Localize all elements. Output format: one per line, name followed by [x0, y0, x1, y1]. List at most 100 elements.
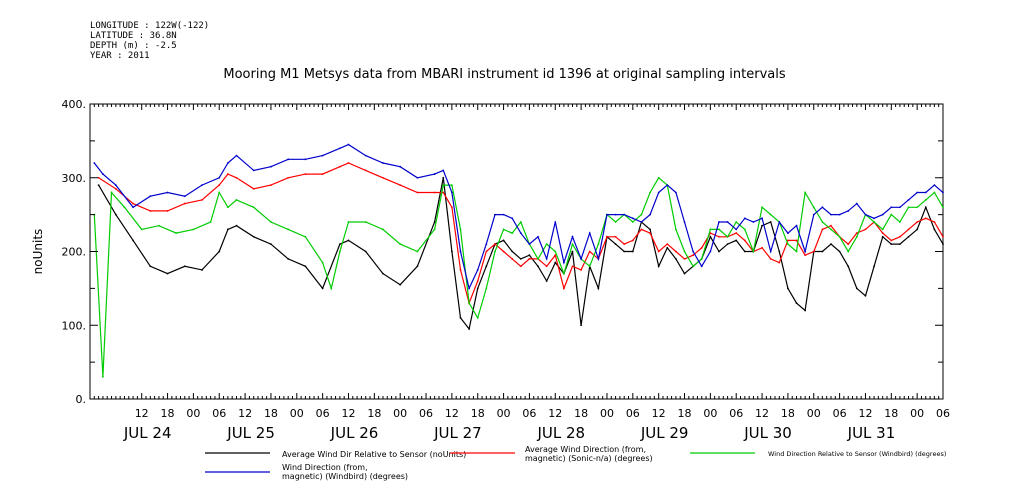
- series-1-point: [226, 228, 229, 231]
- series-1-point: [666, 246, 669, 249]
- series-3-point: [787, 243, 789, 246]
- series-2-point: [631, 239, 634, 242]
- x-hour-label: 18: [471, 407, 485, 420]
- series-4-point: [942, 191, 944, 194]
- series-4-point: [502, 213, 505, 216]
- series-1-point: [287, 257, 290, 260]
- series-3-point: [554, 250, 557, 253]
- series-4-point: [752, 221, 755, 223]
- series-3-point: [545, 243, 548, 246]
- series-4-point: [916, 191, 919, 194]
- series-2-point: [674, 250, 677, 253]
- series-4-point: [873, 217, 875, 220]
- series-2-point: [821, 228, 824, 231]
- series-4-point: [183, 195, 186, 198]
- series-4-point: [562, 261, 565, 264]
- series-4-point: [726, 221, 729, 223]
- series-2-point: [399, 184, 402, 187]
- series-3-point: [855, 235, 858, 238]
- series-1-point: [649, 228, 651, 231]
- series-4-point: [399, 165, 402, 168]
- series-3-point: [304, 235, 307, 238]
- series-4-point: [519, 232, 522, 234]
- series-2-point: [787, 239, 789, 242]
- x-hour-label: 18: [367, 407, 381, 420]
- series-2-point: [649, 232, 651, 234]
- series-3-point: [235, 198, 238, 201]
- series-1-point: [769, 221, 772, 223]
- series-3-point: [140, 228, 143, 231]
- series-2-point: [321, 173, 324, 175]
- series-1-point: [554, 261, 557, 264]
- series-1-point: [726, 243, 729, 246]
- series-2-point: [735, 232, 738, 234]
- series-1-point: [183, 265, 186, 268]
- series-4-point: [270, 165, 272, 168]
- series-3-point: [511, 232, 514, 234]
- x-hour-label: 00: [290, 407, 304, 420]
- series-4-point: [924, 191, 927, 194]
- series-1-point: [364, 250, 367, 253]
- legend-label-1: Average Wind Dir Relative to Sensor (noU…: [282, 450, 466, 459]
- series-2-point: [347, 162, 350, 164]
- series-2-point: [226, 173, 229, 175]
- series-3-point: [597, 243, 600, 246]
- series-1-point: [442, 176, 445, 179]
- series-1-point: [450, 250, 453, 253]
- series-3-point: [890, 213, 893, 216]
- series-2-point: [907, 228, 910, 231]
- series-4-point: [769, 250, 772, 253]
- series-3-point: [252, 206, 255, 209]
- series-3-point: [640, 213, 643, 216]
- series-4-point: [459, 250, 462, 253]
- series-3-point: [674, 228, 677, 231]
- x-day-label: JUL 26: [330, 424, 379, 442]
- series-4-point: [149, 195, 152, 198]
- series-4-point: [252, 169, 255, 172]
- series-1-point: [924, 206, 927, 209]
- series-1-point: [873, 265, 875, 268]
- series-4-point: [554, 221, 557, 223]
- x-hour-label: 06: [522, 407, 536, 420]
- legend-label-2: Average Wind Direction (from,: [525, 445, 646, 454]
- series-2-point: [855, 232, 858, 234]
- series-2-point: [942, 235, 944, 238]
- series-3-point: [347, 221, 350, 223]
- header-depth: DEPTH (m) : -2.5: [90, 41, 177, 51]
- series-1-point: [907, 235, 910, 238]
- series-1-point: [709, 235, 712, 238]
- header-latitude: LATITUDE : 36.8N: [90, 31, 177, 41]
- series-1-point: [683, 272, 686, 275]
- series-4-point: [795, 224, 798, 227]
- series-1-point: [804, 309, 807, 312]
- series-1-point: [580, 324, 583, 327]
- series-3-point: [752, 250, 755, 253]
- series-2-point: [132, 202, 134, 205]
- series-4-point: [545, 257, 548, 260]
- x-hour-label: 18: [781, 407, 795, 420]
- series-3-point: [399, 243, 402, 246]
- series-2-point: [847, 243, 850, 246]
- series-1-point: [399, 283, 402, 286]
- series-3-point: [485, 287, 488, 290]
- x-hour-label: 00: [910, 407, 924, 420]
- y-tick-label: 400.: [62, 98, 87, 111]
- series-1-point: [838, 250, 841, 253]
- series-3-point: [924, 198, 927, 201]
- series-4-point: [700, 265, 703, 268]
- series-4-point: [881, 213, 884, 216]
- series-3-point: [838, 235, 841, 238]
- series-1-point: [631, 250, 634, 253]
- series-1-point: [519, 257, 522, 260]
- series-4-point: [321, 154, 324, 157]
- series-2-point: [916, 221, 919, 223]
- series-3-point: [192, 228, 195, 231]
- series-3-point: [916, 206, 919, 209]
- x-day-label: JUL 27: [433, 424, 482, 442]
- x-hour-label: 18: [161, 407, 175, 420]
- series-2-point: [270, 184, 272, 187]
- x-hour-label: 12: [341, 407, 355, 420]
- series-4-point: [338, 147, 341, 150]
- series-1-point: [218, 250, 221, 253]
- series-1-point: [830, 243, 832, 246]
